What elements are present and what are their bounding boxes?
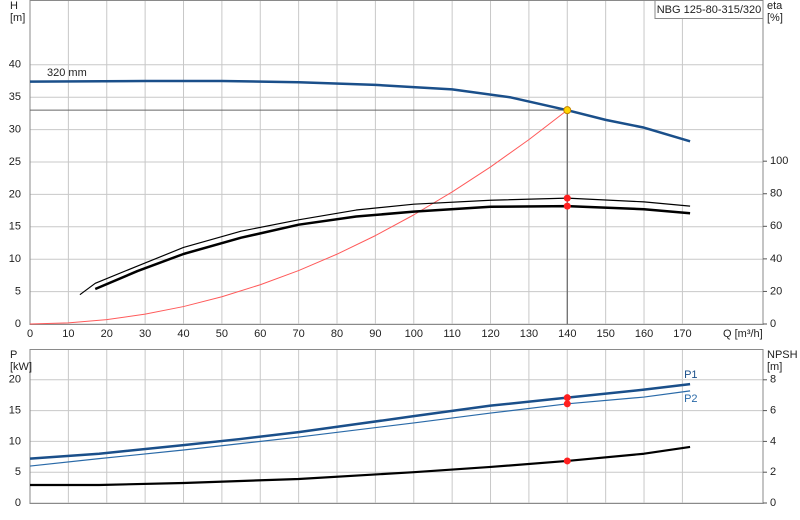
x-tick-label: 140 (558, 328, 576, 340)
x-tick-label: 170 (673, 328, 691, 340)
title-box (654, 0, 764, 19)
operating-point (563, 194, 571, 202)
y2-tick-label: 60 (770, 220, 782, 232)
y-tick-label: 0 (15, 318, 21, 330)
x-tick-label: 50 (216, 328, 228, 340)
chart-title: NBG 125-80-315/320 (657, 4, 762, 16)
x-tick-label: 120 (481, 328, 499, 340)
y-tick-label: 40 (9, 59, 21, 71)
y2-tick-label: 100 (770, 155, 788, 167)
x-tick-label: 70 (293, 328, 305, 340)
curve (79, 197, 691, 296)
y2-tick-label: 80 (770, 188, 782, 200)
x-tick-label: 10 (62, 328, 74, 340)
y-tick-label: 5 (15, 286, 21, 298)
curve (30, 445, 691, 487)
y2-tick-label: 20 (770, 285, 782, 297)
operating-point (563, 457, 571, 465)
x-axis-label: Q [m³/h] (723, 328, 763, 340)
operating-point (563, 202, 571, 210)
y2-axis-label: NPSH (767, 349, 798, 361)
y-tick-label: 25 (9, 156, 21, 168)
legend-label: P2 (684, 393, 697, 405)
curve (29, 79, 691, 143)
curve (94, 204, 691, 291)
curve (29, 109, 568, 325)
y2-tick-label: 0 (770, 497, 776, 509)
x-tick-label: 60 (254, 328, 266, 340)
y2-tick-label: 40 (770, 253, 782, 265)
x-tick-label: 160 (635, 328, 653, 340)
y2-tick-label: 2 (770, 466, 776, 478)
y-tick-label: 15 (9, 405, 21, 417)
y2-axis-label: [%] (767, 12, 783, 24)
y-tick-label: 10 (9, 435, 21, 447)
y-tick-label: 15 (9, 221, 21, 233)
y2-tick-label: 4 (770, 435, 776, 447)
y-tick-label: 20 (9, 374, 21, 386)
y-tick-label: 35 (9, 91, 21, 103)
x-tick-label: 100 (405, 328, 423, 340)
x-tick-label: 150 (596, 328, 614, 340)
operating-point (563, 106, 572, 115)
curve (29, 390, 691, 467)
y-tick-label: 5 (15, 466, 21, 478)
curve (29, 382, 691, 460)
operating-point (563, 394, 571, 402)
x-tick-label: 40 (177, 328, 189, 340)
y-axis-label: [m] (10, 12, 25, 24)
y-axis-label: H (10, 0, 18, 12)
y2-axis-label: eta (767, 0, 783, 12)
x-tick-label: 90 (369, 328, 381, 340)
y-tick-label: 10 (9, 253, 21, 265)
legend-label: P1 (684, 369, 697, 381)
y-tick-label: 30 (9, 124, 21, 136)
x-tick-label: 30 (139, 328, 151, 340)
y-tick-label: 20 (9, 188, 21, 200)
y2-axis-label: [m] (767, 361, 782, 373)
plot-frame (29, 0, 764, 325)
y-tick-label: 0 (15, 497, 21, 509)
y2-tick-label: 6 (770, 405, 776, 417)
x-tick-label: 110 (443, 328, 461, 340)
x-tick-label: 20 (101, 328, 113, 340)
x-tick-label: 0 (27, 328, 33, 340)
y-axis-label: P (10, 349, 17, 361)
curve-annotation: 320 mm (47, 67, 87, 79)
plot-frame (29, 349, 764, 504)
x-tick-label: 80 (331, 328, 343, 340)
y2-tick-label: 8 (770, 374, 776, 386)
y-axis-label: [kW] (10, 361, 32, 373)
y2-tick-label: 0 (770, 318, 776, 330)
operating-point (563, 400, 571, 408)
x-tick-label: 130 (520, 328, 538, 340)
